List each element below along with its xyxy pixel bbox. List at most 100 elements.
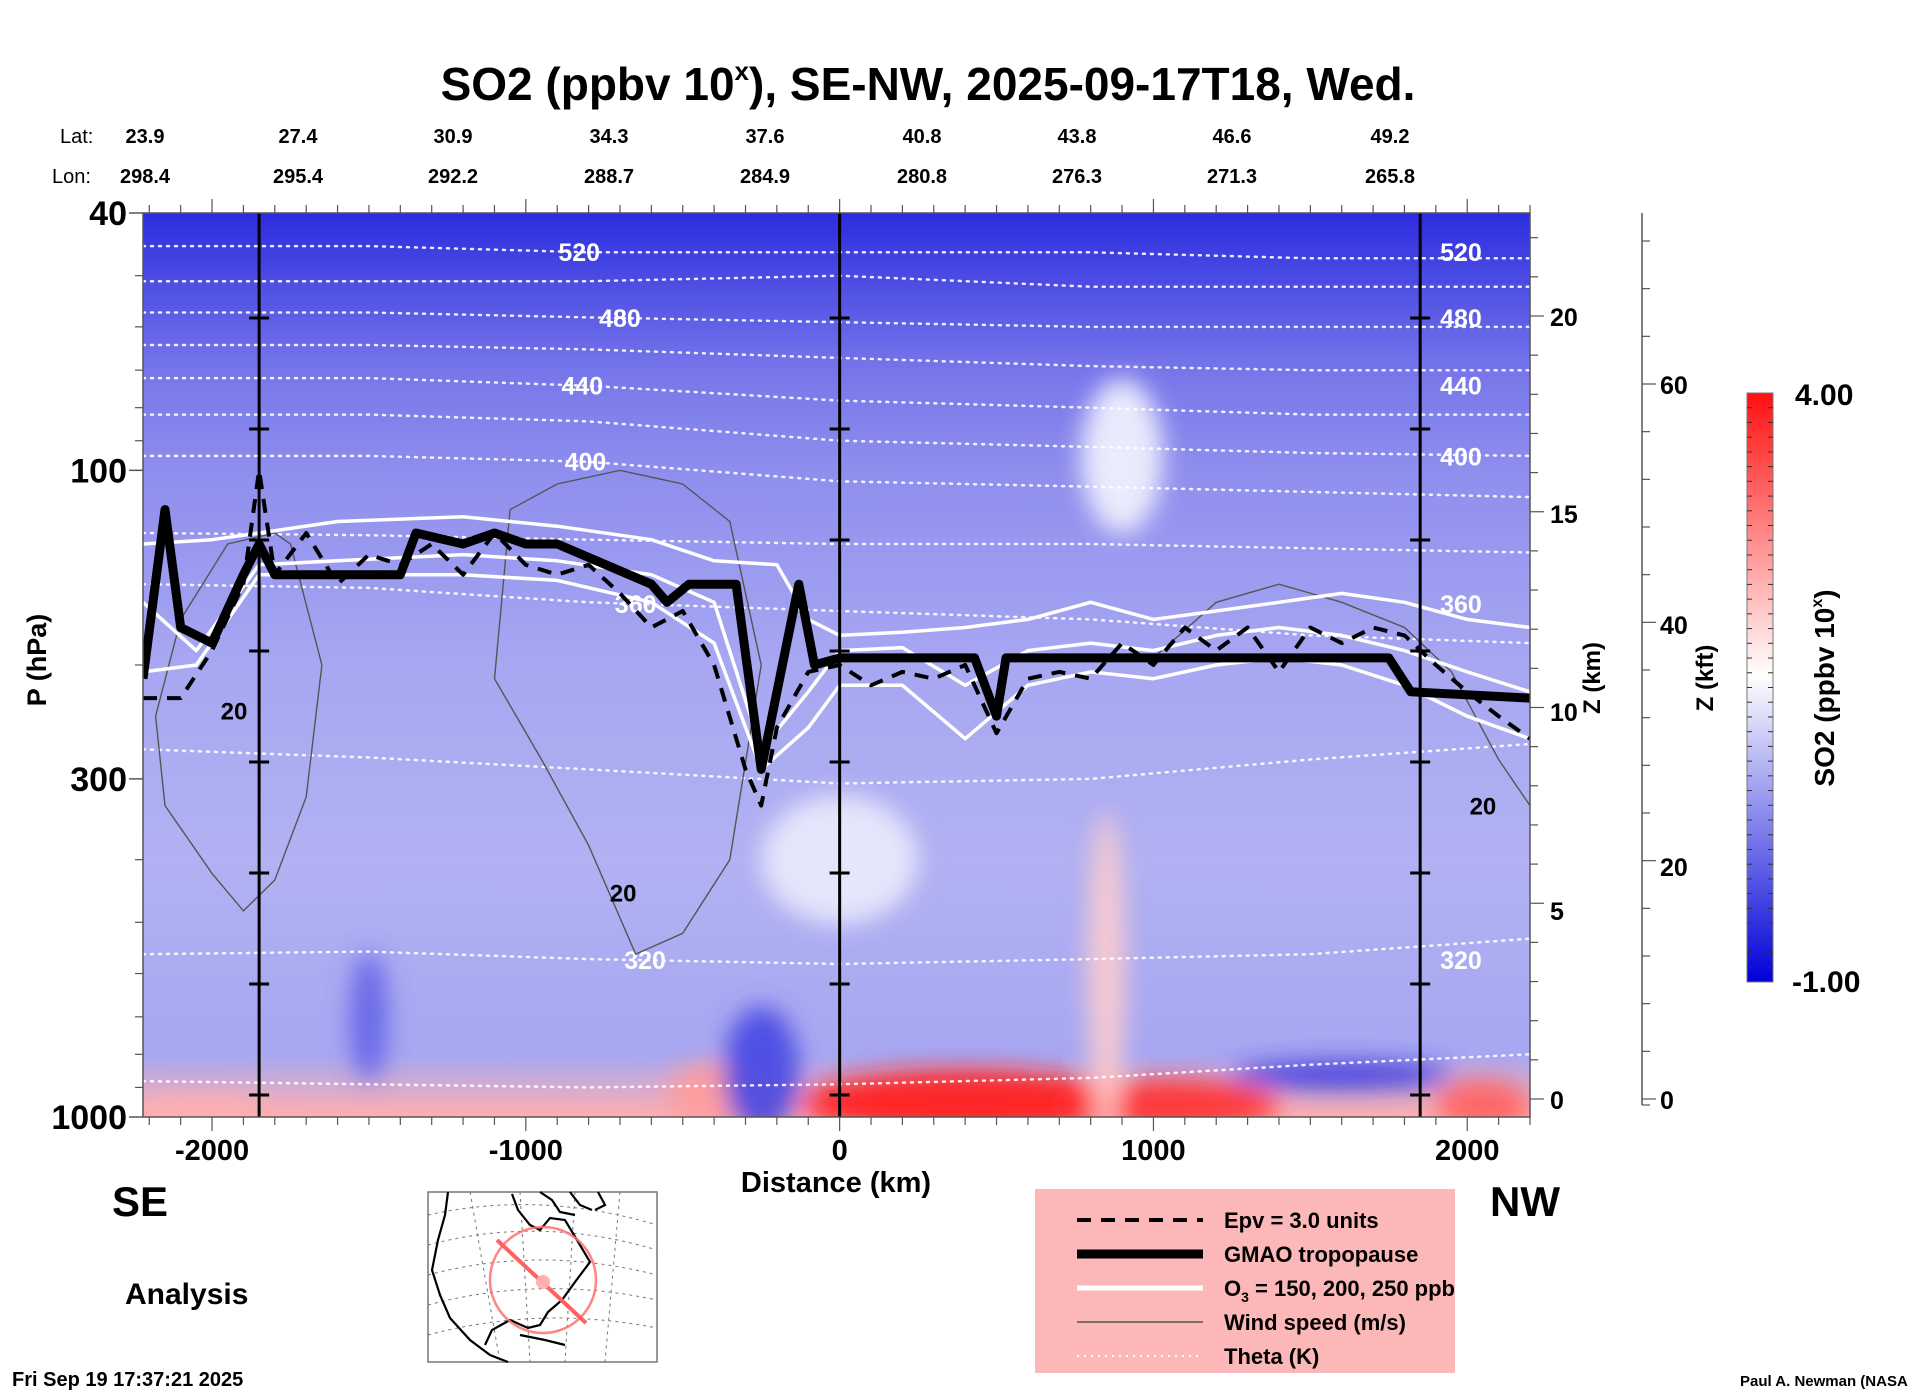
- wind-contour: [1152, 583, 1530, 806]
- direction-right-label: NW: [1490, 1178, 1560, 1225]
- theta-contour-label: 320: [624, 947, 666, 975]
- lon-value: 284.9: [740, 166, 790, 188]
- wind-contour: [493, 469, 762, 956]
- lon-value: 271.3: [1207, 166, 1257, 188]
- lat-value: 40.8: [903, 126, 942, 148]
- legend-entry: Epv = 3.0 units: [1077, 1208, 1379, 1233]
- lon-value: 288.7: [584, 166, 634, 188]
- so2-feature: [350, 952, 388, 1082]
- so2-feature: [1059, 1079, 1279, 1117]
- legend-entry: O3 = 150, 200, 250 ppb: [1077, 1276, 1455, 1305]
- x-tick-label: 0: [832, 1135, 848, 1167]
- colorbar-label: SO2 (ppbv 10x): [1809, 589, 1840, 786]
- z-kft-tick-label: 20: [1660, 854, 1688, 882]
- so2-feature: [802, 1070, 1129, 1117]
- theta-contour-label: 400: [565, 449, 607, 477]
- x-axis-label: Distance (km): [741, 1167, 931, 1199]
- so2-feature: [1081, 378, 1163, 534]
- z-km-axis: 0 5 10 15 20 Z (km): [1530, 237, 1606, 1115]
- x-tick-label: -2000: [175, 1135, 249, 1167]
- map-inset: [427, 1191, 658, 1364]
- lon-value: 280.8: [897, 166, 947, 188]
- vertical-markers: [249, 213, 1431, 1117]
- y-tick-label: 40: [89, 195, 127, 233]
- y-tick-label: 100: [70, 452, 127, 490]
- theta-contour-label: 520: [558, 239, 600, 267]
- mode-label: Analysis: [125, 1278, 248, 1311]
- colorbar-min-label: -1.00: [1792, 966, 1860, 999]
- theta-contour-label: 520: [1440, 239, 1482, 267]
- ozone-contour: [143, 515, 1530, 638]
- legend: Epv = 3.0 units GMAO tropopause O3 = 150, …: [1035, 1189, 1455, 1373]
- lon-value: 265.8: [1365, 166, 1415, 188]
- timestamp: Fri Sep 19 17:37:21 2025: [12, 1369, 243, 1391]
- tropopause-polyline: [143, 505, 1530, 774]
- lat-lon-header: Lat: Lon: 23.9 27.4 30.9 34.3 37.6 40.8 43.8 46…: [52, 126, 1415, 188]
- theta-contour-label: 480: [599, 305, 641, 333]
- so2-field-features: [143, 378, 1530, 1117]
- theta-contour-label: 440: [1440, 373, 1482, 401]
- z-km-tick-label: 5: [1550, 898, 1564, 926]
- z-km-axis-label: Z (km): [1579, 642, 1606, 714]
- lat-value: 46.6: [1213, 126, 1252, 148]
- legend-entry: Theta (K): [1077, 1344, 1319, 1369]
- lon-value: 295.4: [273, 166, 324, 188]
- wind-contour-label: 20: [1470, 794, 1497, 821]
- colorbar-max-label: 4.00: [1795, 379, 1853, 412]
- colorbar-ticks: [1747, 407, 1773, 968]
- legend-label: Theta (K): [1224, 1344, 1319, 1369]
- theta-contour-label: 440: [561, 373, 603, 401]
- legend-label: GMAO tropopause: [1224, 1242, 1418, 1267]
- theta-contour-label: 480: [1440, 305, 1482, 333]
- chart-title: SO2 (ppbv 10x), SE-NW, 2025-09-17T18, We…: [441, 56, 1416, 110]
- legend-label: Epv = 3.0 units: [1224, 1208, 1379, 1233]
- legend-entry: Wind speed (m/s): [1077, 1310, 1406, 1335]
- tropopause-line: [143, 505, 1530, 774]
- so2-feature: [723, 1006, 799, 1117]
- lat-value: 49.2: [1371, 126, 1410, 148]
- z-km-tick-label: 10: [1550, 699, 1578, 727]
- lon-value: 276.3: [1052, 166, 1102, 188]
- y-axis: 40 100 300 1000: [51, 195, 143, 1137]
- legend-entry: GMAO tropopause: [1077, 1242, 1418, 1267]
- title-superscript: x: [735, 56, 750, 86]
- y-tick-label: 1000: [51, 1099, 127, 1137]
- z-kft-axis-label: Z (kft): [1692, 645, 1719, 712]
- z-km-tick-label: 0: [1550, 1087, 1564, 1115]
- theta-contour-label: 400: [1440, 444, 1482, 472]
- z-kft-axis: 0 20 40 60 Z (kft): [1641, 213, 1719, 1115]
- x-tick-label: -1000: [489, 1135, 563, 1167]
- x-tick-label: 1000: [1121, 1135, 1186, 1167]
- legend-label: O3 = 150, 200, 250 ppb: [1224, 1276, 1455, 1305]
- z-kft-tick-label: 60: [1660, 372, 1688, 400]
- so2-feature: [1087, 811, 1126, 1117]
- z-km-tick-label: 15: [1550, 501, 1578, 529]
- legend-label: Wind speed (m/s): [1224, 1310, 1406, 1335]
- colorbar: 4.00 -1.00 SO2 (ppbv 10x): [1746, 379, 1860, 999]
- lat-value: 30.9: [434, 126, 473, 148]
- lat-value: 27.4: [279, 126, 319, 148]
- lat-value: 37.6: [746, 126, 785, 148]
- so2-feature: [1231, 1061, 1452, 1088]
- so2-feature: [143, 1098, 275, 1117]
- lon-value: 292.2: [428, 166, 478, 188]
- theta-contour-label: 320: [1440, 947, 1482, 975]
- x-tick-label: 2000: [1435, 1135, 1500, 1167]
- lat-value: 43.8: [1058, 126, 1097, 148]
- wind-contours: 20 20 20: [154, 469, 1530, 956]
- z-kft-tick-label: 0: [1660, 1087, 1674, 1115]
- wind-contour-label: 20: [610, 881, 637, 908]
- z-km-tick-label: 20: [1550, 304, 1578, 332]
- y-axis-label: P (hPa): [22, 614, 52, 707]
- lon-value: 298.4: [120, 166, 171, 188]
- so2-feature: [1435, 1079, 1530, 1117]
- credit: Paul A. Newman (NASA: [1740, 1373, 1908, 1390]
- lat-label: Lat:: [60, 126, 93, 148]
- lat-value: 23.9: [126, 126, 165, 148]
- x-axis: -2000 -1000 0 1000 2000: [148, 199, 1531, 1167]
- lat-value: 34.3: [590, 126, 629, 148]
- y-tick-label: 300: [70, 761, 127, 799]
- z-kft-tick-label: 40: [1660, 612, 1688, 640]
